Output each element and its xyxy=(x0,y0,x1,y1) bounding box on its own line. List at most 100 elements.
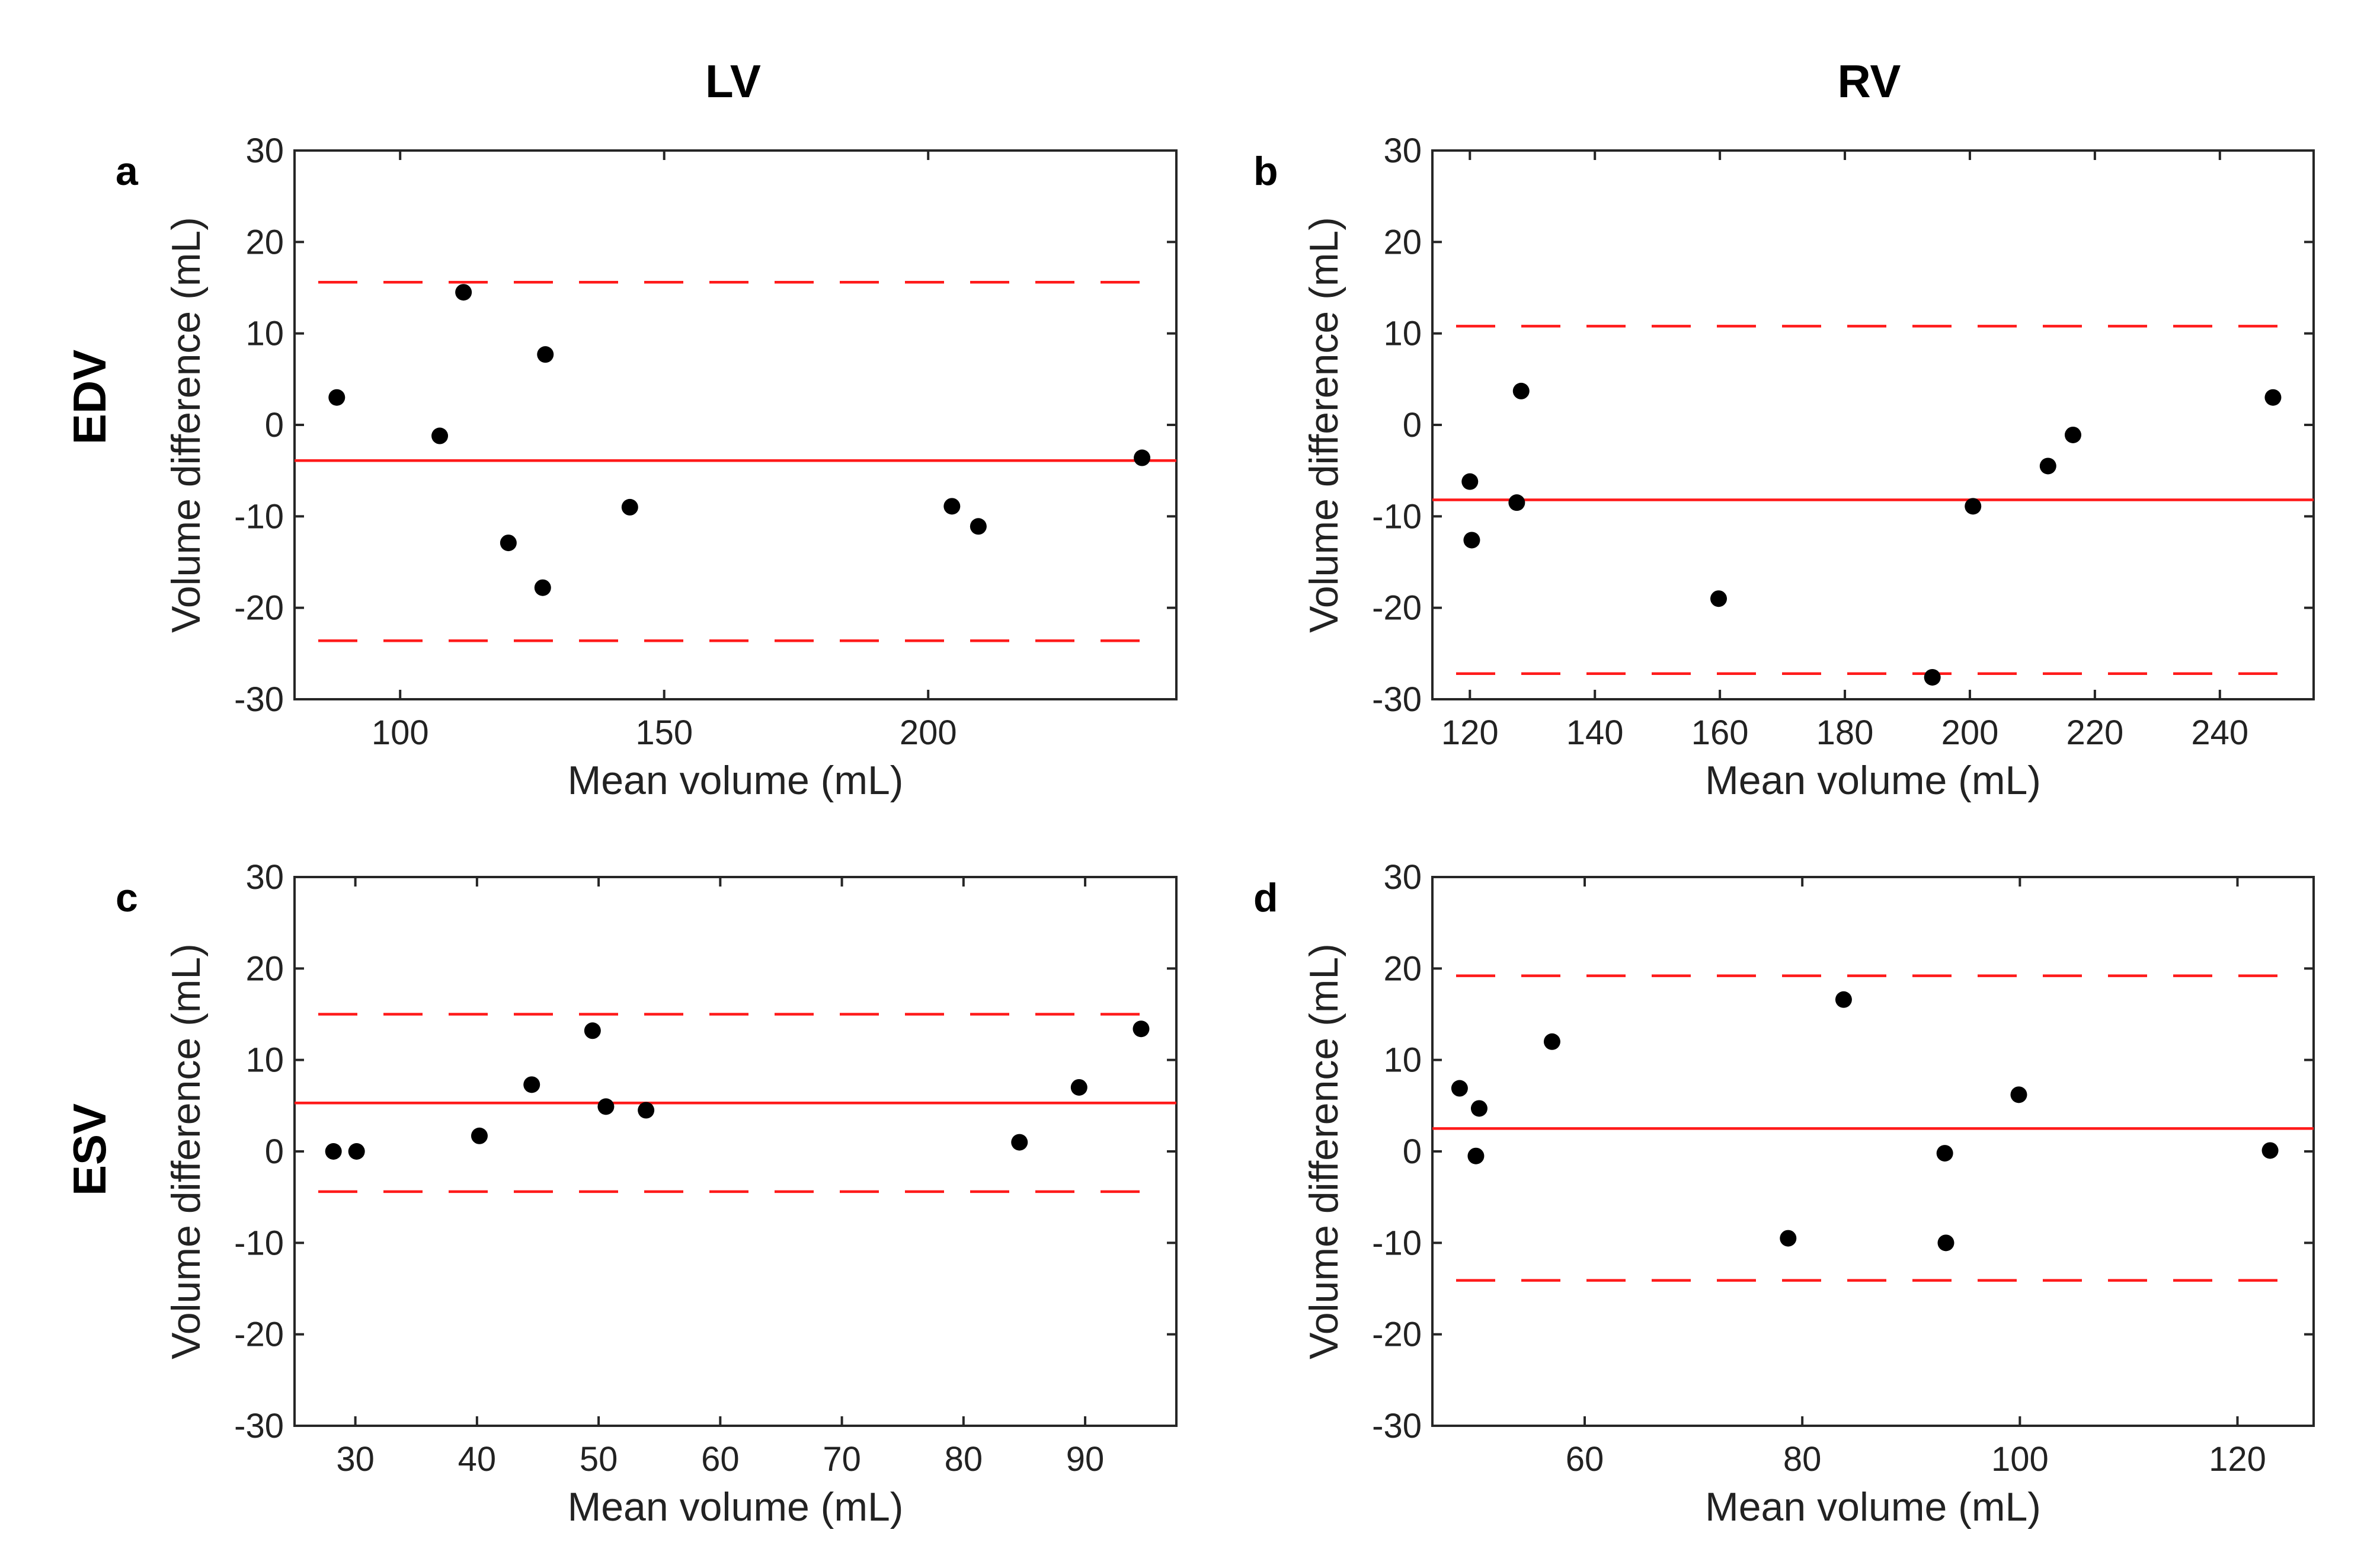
data-point xyxy=(2064,426,2081,443)
y-tick-label: -30 xyxy=(234,1407,284,1445)
y-tick-label: -20 xyxy=(234,1316,284,1354)
y-tick-label: -10 xyxy=(1372,1224,1422,1262)
x-tick-label: 200 xyxy=(1941,713,1999,752)
data-point xyxy=(621,498,638,516)
y-tick-label: 20 xyxy=(245,949,284,988)
y-tick-label: -10 xyxy=(234,497,284,536)
x-tick-label: 140 xyxy=(1566,713,1624,752)
data-point xyxy=(1011,1134,1028,1151)
data-point xyxy=(1965,498,1982,515)
data-point xyxy=(1936,1145,1953,1162)
y-tick-label: 30 xyxy=(245,858,284,897)
data-point xyxy=(1133,1020,1150,1038)
data-point xyxy=(1835,991,1852,1008)
data-point xyxy=(1512,382,1530,399)
data-point xyxy=(1508,494,1525,511)
x-tick-label: 160 xyxy=(1691,713,1749,752)
data-point xyxy=(597,1098,615,1115)
panel-b: b -30 -20 -10 0 10 20 30 120 140 160 180 200 220 240 Me… xyxy=(1253,132,2315,803)
x-tick-label: 120 xyxy=(2209,1440,2266,1479)
x-tick-label: 70 xyxy=(823,1440,861,1479)
panel-d: d -30 -20 -10 0 10 20 30 60 80 100 120 Mean volume (… xyxy=(1253,858,2315,1529)
y-tick-label: 10 xyxy=(1383,1041,1422,1080)
y-tick-label: -30 xyxy=(1372,680,1422,719)
y-tick-label: 20 xyxy=(245,223,284,261)
axes-frame xyxy=(293,876,1178,1427)
x-tick-label: 100 xyxy=(1991,1440,2049,1479)
axes-frame xyxy=(293,149,1178,700)
data-point xyxy=(2261,1142,2279,1159)
data-point xyxy=(1451,1080,1468,1097)
panel-letter: d xyxy=(1253,875,1278,920)
x-tick-label: 240 xyxy=(2191,713,2248,752)
data-point xyxy=(584,1022,601,1039)
panel-letter: c xyxy=(116,875,138,920)
y-tick-label: -10 xyxy=(234,1224,284,1262)
row-header-edv: EDV xyxy=(63,350,116,444)
data-point xyxy=(1470,1100,1488,1117)
data-point xyxy=(431,427,449,444)
y-tick-label: -30 xyxy=(234,680,284,719)
x-tick-label: 90 xyxy=(1066,1440,1105,1479)
data-point xyxy=(2010,1086,2027,1103)
data-point xyxy=(455,284,472,301)
y-tick-label: 0 xyxy=(1403,1132,1422,1171)
y-tick-label: 0 xyxy=(265,406,284,444)
y-axis-label: Volume difference (mL) xyxy=(1301,943,1346,1359)
x-axis-label: Mean volume (mL) xyxy=(1705,1484,2041,1529)
x-tick-label: 80 xyxy=(1783,1440,1822,1479)
x-tick-label: 60 xyxy=(1566,1440,1604,1479)
column-header-lv: LV xyxy=(705,55,761,107)
y-tick-label: -10 xyxy=(1372,497,1422,536)
axes-frame xyxy=(1431,876,2315,1427)
y-tick-label: 0 xyxy=(1403,406,1422,444)
data-point xyxy=(1780,1230,1797,1247)
column-header-rv: RV xyxy=(1838,55,1901,107)
data-point xyxy=(328,389,346,406)
panel-c: c -30 -20 -10 0 10 20 30 30 40 50 60 70 80 90 Mean volu… xyxy=(116,858,1178,1529)
y-tick-label: 30 xyxy=(1383,132,1422,170)
data-point xyxy=(1937,1234,1954,1252)
data-point xyxy=(1461,473,1479,490)
data-point xyxy=(325,1143,342,1160)
y-axis-label: Volume difference (mL) xyxy=(1301,217,1346,633)
y-tick-label: 10 xyxy=(245,315,284,353)
row-header-esv: ESV xyxy=(63,1103,116,1196)
data-point xyxy=(1463,532,1480,549)
data-point xyxy=(348,1143,365,1160)
y-tick-label: 0 xyxy=(265,1132,284,1171)
y-tick-label: 30 xyxy=(245,132,284,170)
data-point xyxy=(1467,1147,1485,1164)
data-point xyxy=(471,1127,488,1144)
x-tick-label: 200 xyxy=(900,713,957,752)
data-point xyxy=(1070,1079,1087,1096)
data-point xyxy=(523,1076,540,1093)
y-tick-label: -20 xyxy=(1372,1316,1422,1354)
y-tick-label: 20 xyxy=(1383,949,1422,988)
axes-frame xyxy=(1431,149,2315,700)
x-tick-label: 100 xyxy=(372,713,429,752)
y-tick-label: 10 xyxy=(245,1041,284,1080)
y-tick-label: -20 xyxy=(1372,589,1422,628)
x-tick-label: 180 xyxy=(1816,713,1874,752)
x-axis-label: Mean volume (mL) xyxy=(1705,758,2041,803)
data-point xyxy=(537,346,554,363)
y-tick-label: -30 xyxy=(1372,1407,1422,1445)
y-tick-label: 10 xyxy=(1383,315,1422,353)
y-tick-label: -20 xyxy=(234,589,284,628)
x-tick-label: 30 xyxy=(336,1440,375,1479)
x-tick-label: 60 xyxy=(701,1440,740,1479)
data-point xyxy=(500,535,517,552)
data-point xyxy=(1134,449,1151,466)
x-tick-label: 150 xyxy=(635,713,693,752)
y-tick-label: 30 xyxy=(1383,858,1422,897)
data-point xyxy=(2039,457,2056,475)
panel-letter: a xyxy=(116,149,139,194)
data-point xyxy=(638,1102,655,1119)
panel-a: a -30 -20 -10 0 10 20 30 100 150 200 Mean volume (m… xyxy=(116,132,1178,803)
data-point xyxy=(2264,389,2282,406)
data-point xyxy=(943,498,961,515)
x-tick-label: 50 xyxy=(580,1440,618,1479)
